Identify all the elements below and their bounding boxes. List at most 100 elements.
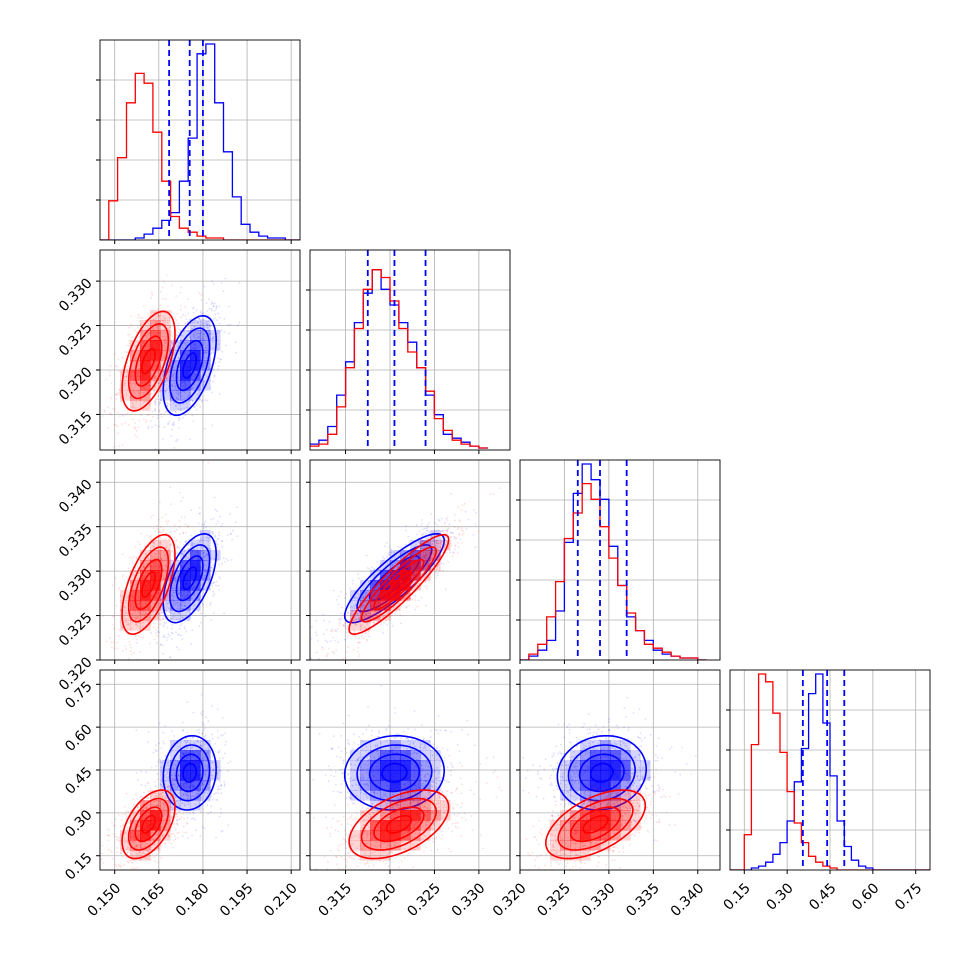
scatter-point xyxy=(424,538,427,541)
scatter-point xyxy=(474,546,477,549)
scatter-point xyxy=(217,788,219,791)
scatter-point xyxy=(179,624,182,627)
scatter-point xyxy=(179,795,182,797)
scatter-point xyxy=(177,325,180,328)
scatter-point xyxy=(142,612,145,615)
scatter-point xyxy=(204,743,206,746)
scatter-point xyxy=(188,330,191,333)
scatter-point xyxy=(359,625,362,627)
scatter-point xyxy=(460,529,463,532)
scatter-point xyxy=(176,341,179,343)
scatter-point xyxy=(153,319,155,321)
scatter-point xyxy=(183,804,186,807)
panel-frame xyxy=(99,39,301,241)
density-cell xyxy=(390,570,401,581)
scatter-point xyxy=(203,727,206,730)
scatter-point xyxy=(344,624,346,627)
panel-3-0 xyxy=(99,669,301,871)
scatter-point xyxy=(125,621,127,623)
scatter-point xyxy=(141,567,144,569)
density-cell xyxy=(150,340,161,351)
density-cell xyxy=(130,620,141,631)
scatter-point xyxy=(376,561,379,563)
scatter-point xyxy=(115,424,117,426)
scatter-point xyxy=(191,541,194,544)
scatter-point xyxy=(185,354,188,356)
scatter-point xyxy=(197,740,199,743)
scatter-point xyxy=(213,374,216,377)
scatter-point xyxy=(204,791,207,794)
scatter-point xyxy=(143,566,145,568)
scatter-point xyxy=(136,578,139,580)
scatter-point xyxy=(177,408,180,410)
scatter-point xyxy=(202,324,205,327)
gridlines-y xyxy=(100,79,300,201)
scatter-point xyxy=(344,597,346,599)
scatter-point xyxy=(176,570,179,573)
histogram-blue xyxy=(520,463,707,660)
scatter-point xyxy=(434,577,437,579)
density-cell xyxy=(200,350,211,361)
scatter-point xyxy=(140,622,142,624)
contour-line xyxy=(127,322,170,400)
scatter-point xyxy=(117,432,119,435)
density-cell xyxy=(120,620,131,631)
scatter-point xyxy=(154,375,157,377)
scatter-point xyxy=(176,608,178,610)
scatter-point xyxy=(139,612,141,615)
scatter-point xyxy=(137,367,140,370)
scatter-point xyxy=(188,394,191,396)
scatter-point xyxy=(213,335,215,338)
scatter-point xyxy=(126,365,129,368)
scatter-point xyxy=(444,539,447,542)
scatter-point xyxy=(152,415,154,418)
scatter-point xyxy=(360,635,363,638)
scatter-point xyxy=(354,596,357,599)
scatter-point xyxy=(192,312,195,314)
density-cell xyxy=(200,360,211,371)
scatter-point xyxy=(440,542,443,544)
scatter-point xyxy=(176,438,179,441)
scatter-point xyxy=(158,401,161,404)
scatter-point xyxy=(122,384,125,386)
scatter-point xyxy=(194,538,196,540)
scatter-point xyxy=(134,616,137,619)
density-cell xyxy=(400,560,411,571)
scatter-point xyxy=(202,578,205,581)
scatter-point xyxy=(422,567,425,570)
scatter-point xyxy=(124,413,127,416)
scatter-point xyxy=(159,600,162,602)
density-cell xyxy=(360,610,371,621)
scatter-point xyxy=(149,547,152,549)
density-cell xyxy=(190,540,201,551)
scatter-point xyxy=(430,543,433,546)
scatter-point xyxy=(124,422,127,424)
scatter-point xyxy=(373,567,376,570)
scatter-point xyxy=(176,528,178,531)
scatter-point xyxy=(212,542,215,544)
scatter-point xyxy=(426,526,429,529)
scatter-point xyxy=(166,602,169,605)
scatter-point xyxy=(136,615,139,618)
scatter-point xyxy=(335,599,338,601)
scatter-point xyxy=(203,827,206,830)
scatter-point xyxy=(191,327,194,330)
scatter-point xyxy=(163,390,165,393)
scatter-point xyxy=(362,584,365,587)
scatter-point xyxy=(157,557,160,560)
scatter-point xyxy=(173,382,176,385)
scatter-point xyxy=(437,542,439,544)
scatter-point xyxy=(397,546,399,548)
scatter-point xyxy=(158,530,161,533)
scatter-point xyxy=(207,752,209,754)
scatter-point xyxy=(370,595,372,597)
scatter-point xyxy=(414,599,417,602)
scatter-point xyxy=(148,332,151,335)
scatter-point xyxy=(461,541,464,544)
scatter-point xyxy=(177,391,180,394)
scatter-point xyxy=(201,323,203,326)
scatter-point xyxy=(359,618,362,621)
scatter-point xyxy=(358,611,361,614)
scatter-point xyxy=(420,523,423,525)
scatter-point xyxy=(182,607,185,610)
